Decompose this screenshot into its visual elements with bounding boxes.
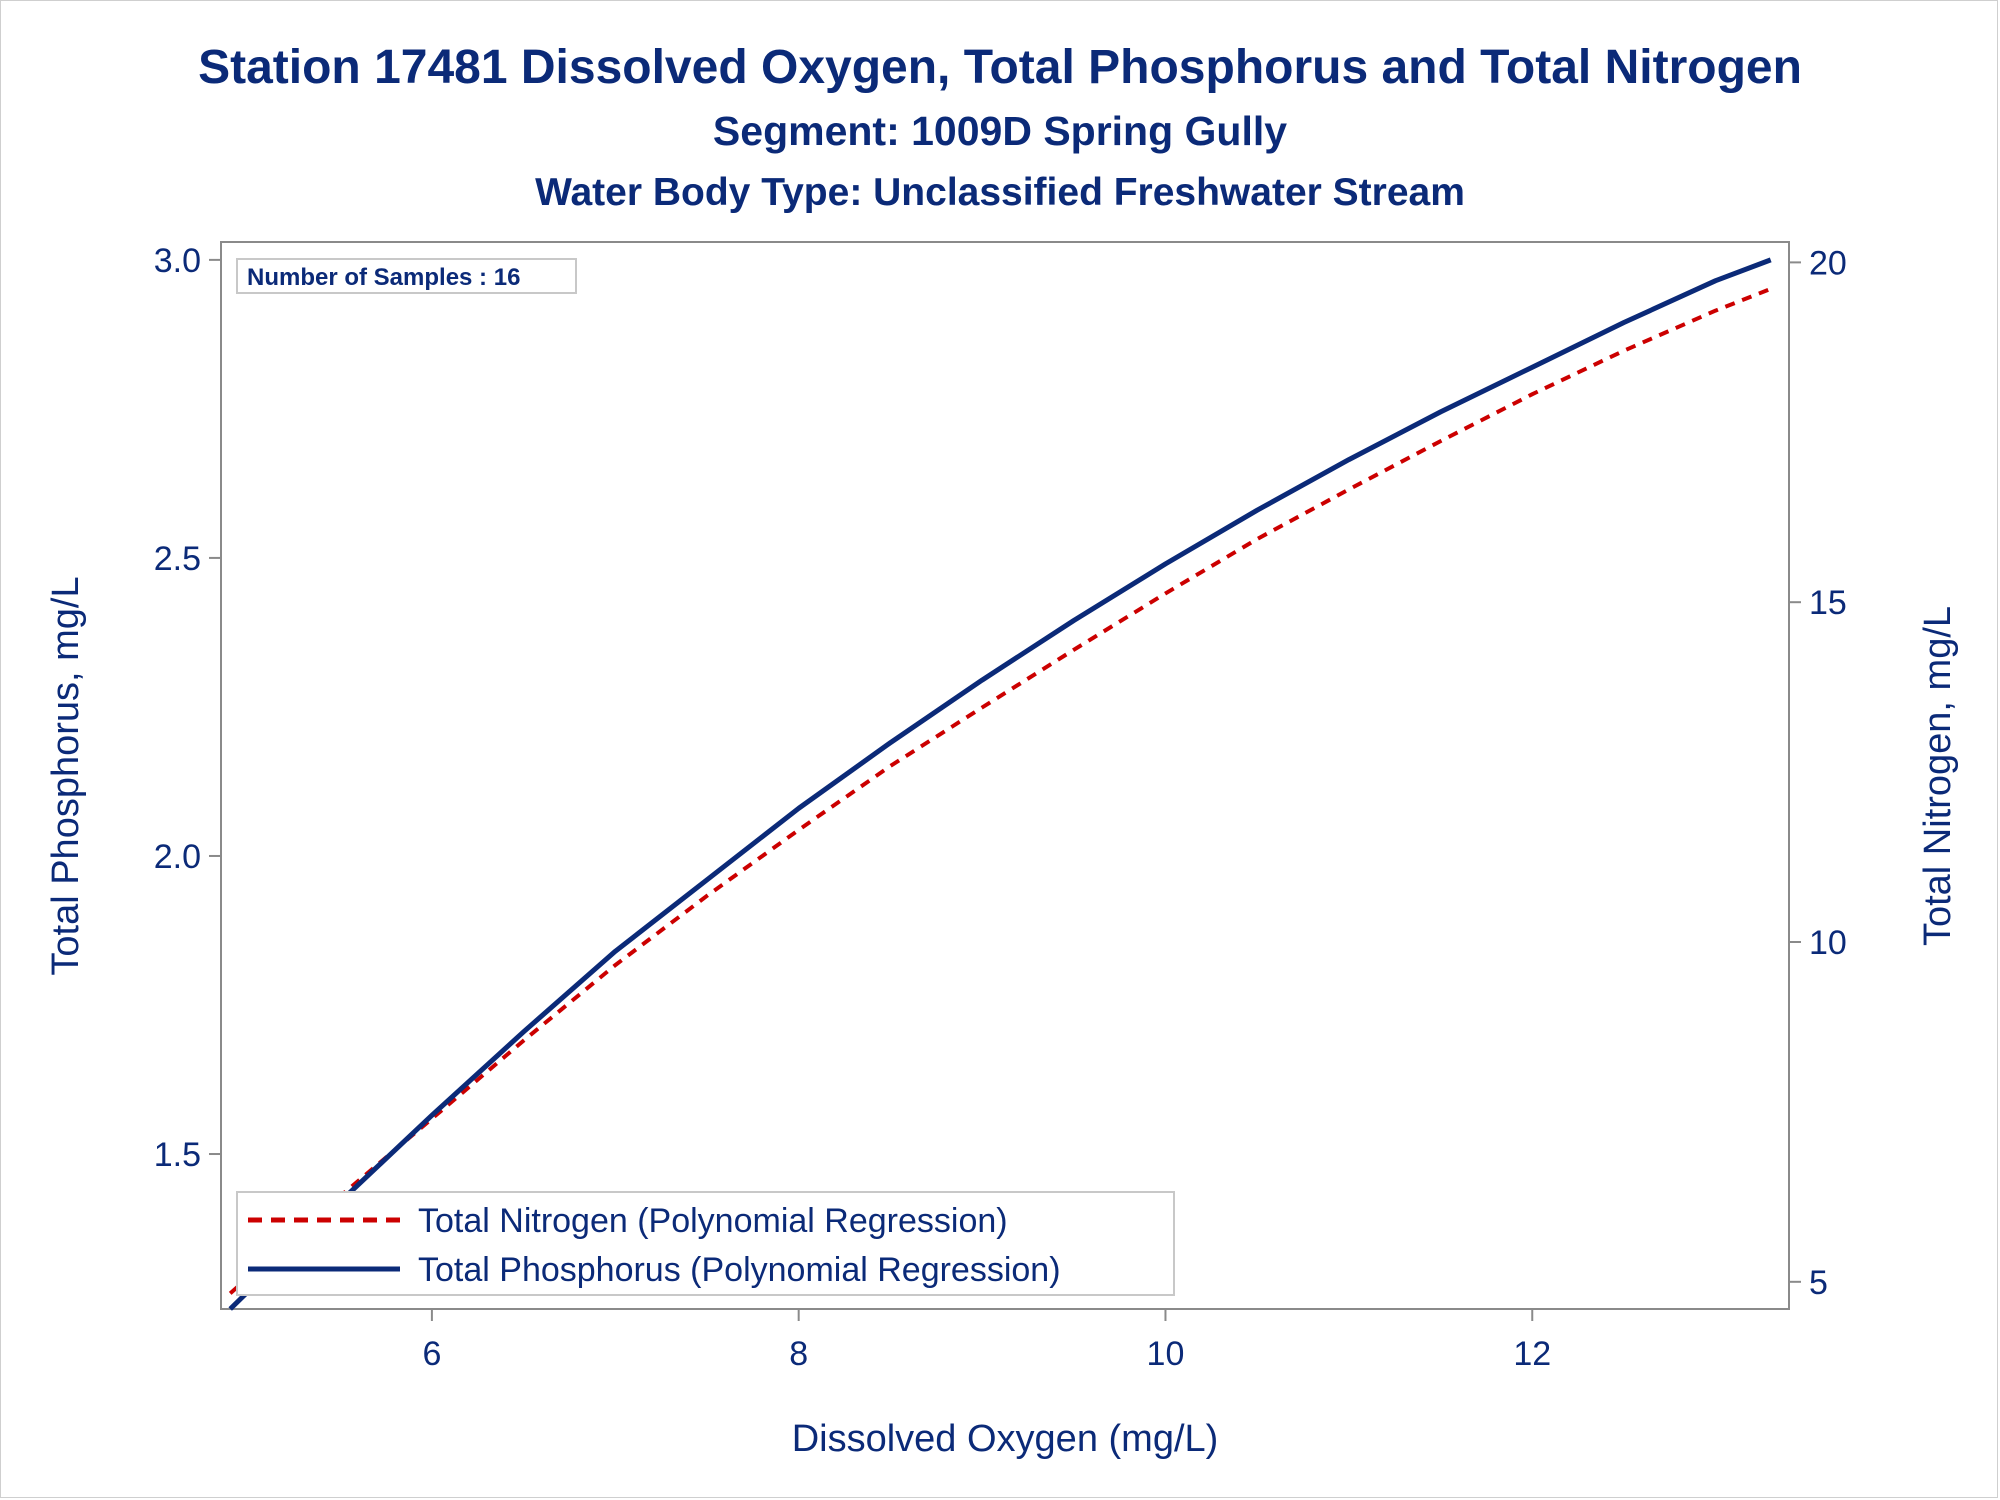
x-axis-label: Dissolved Oxygen (mg/L)	[792, 1418, 1219, 1460]
y2-axis-ticks: 5 10 15 20	[1789, 244, 1847, 1302]
series-line-total-phosphorus	[228, 257, 1772, 1311]
x-axis-ticks: 6 8 10 12	[422, 1309, 1551, 1373]
y2-axis-label: Total Nitrogen, mg/L	[1917, 606, 1959, 946]
x-tick-label: 8	[789, 1335, 808, 1373]
chart-subtitle-waterbody: Water Body Type: Unclassified Freshwater…	[535, 171, 1465, 214]
chart-subtitle-segment: Segment: 1009D Spring Gully	[713, 108, 1287, 154]
y2-tick-label: 15	[1809, 584, 1847, 622]
y2-tick-label: 5	[1809, 1264, 1828, 1302]
series-layer	[228, 257, 1772, 1311]
x-tick-label: 6	[422, 1335, 441, 1373]
chart-title: Station 17481 Dissolved Oxygen, Total Ph…	[198, 41, 1802, 94]
y-tick-label: 1.5	[154, 1136, 201, 1174]
y-tick-label: 3.0	[154, 242, 201, 280]
x-tick-label: 10	[1147, 1335, 1185, 1373]
x-tick-label: 12	[1513, 1335, 1551, 1373]
legend-label-nitrogen: Total Nitrogen (Polynomial Regression)	[418, 1202, 1008, 1240]
y-axis-ticks: 1.5 2.0 2.5 3.0	[154, 242, 221, 1174]
plot-area	[220, 241, 1790, 1310]
y-tick-label: 2.5	[154, 540, 201, 578]
samples-inset-label: Number of Samples : 16	[247, 264, 520, 291]
y-tick-label: 2.0	[154, 838, 201, 876]
series-line-total-nitrogen	[228, 287, 1772, 1295]
y2-tick-label: 20	[1809, 244, 1847, 282]
y2-tick-label: 10	[1809, 924, 1847, 962]
legend-label-phosphorus: Total Phosphorus (Polynomial Regression)	[418, 1251, 1061, 1289]
legend-box	[236, 1191, 1175, 1296]
samples-inset-box	[236, 258, 577, 294]
y-axis-label: Total Phosphorus, mg/L	[45, 576, 87, 975]
